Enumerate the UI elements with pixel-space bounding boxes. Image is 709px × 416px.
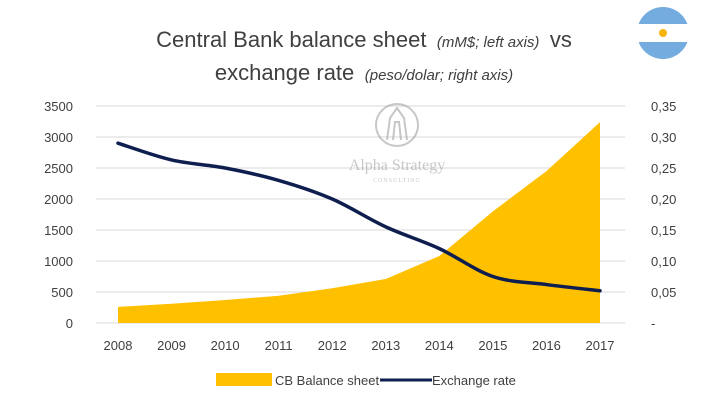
legend-area-label: CB Balance sheet: [275, 373, 379, 388]
legend: CB Balance sheet Exchange rate: [216, 373, 516, 388]
right-tick-label: 0,20: [651, 192, 676, 207]
x-tick-label: 2014: [425, 338, 454, 353]
x-tick-label: 2013: [371, 338, 400, 353]
left-tick-label: 3500: [44, 99, 73, 114]
left-tick-label: 1500: [44, 223, 73, 238]
right-axis: - 0,05 0,10 0,15 0,20 0,25 0,30 0,35: [651, 99, 676, 331]
right-tick-label: 0,25: [651, 161, 676, 176]
x-tick-label: 2012: [318, 338, 347, 353]
left-tick-label: 2000: [44, 192, 73, 207]
chart-title-line2-row: exchange rate (peso/dolar; right axis): [215, 60, 513, 85]
exchange-rate-line: [116, 141, 602, 293]
x-tick-label: 2015: [478, 338, 507, 353]
left-tick-label: 1000: [44, 254, 73, 269]
x-tick-label: 2009: [157, 338, 186, 353]
legend-area-swatch: [216, 373, 272, 386]
sun-icon: [659, 29, 667, 37]
x-tick-label: 2017: [586, 338, 615, 353]
chart-title-line2: exchange rate: [215, 60, 354, 85]
right-tick-label: -: [651, 316, 655, 331]
chart-title-joiner: vs: [550, 27, 572, 52]
chart-title-main: Central Bank balance sheet: [156, 27, 426, 52]
chart-title-line1: Central Bank balance sheet (mM$; left ax…: [156, 27, 572, 52]
x-tick-label: 2011: [265, 338, 293, 353]
x-tick-label: 2016: [532, 338, 561, 353]
argentina-flag: [637, 7, 689, 59]
alpha-strategy-watermark: Alpha Strategy CONSULTING: [349, 103, 445, 184]
chart-title-right-note: (peso/dolar; right axis): [365, 67, 513, 84]
legend-line-label: Exchange rate: [432, 373, 516, 388]
lion-logo-icon: [375, 103, 419, 147]
cb-balance-sheet-area: [118, 122, 600, 324]
line-series-layer: [116, 141, 602, 293]
watermark-line2: CONSULTING: [373, 178, 421, 184]
left-tick-label: 0: [66, 316, 73, 331]
right-tick-label: 0,30: [651, 130, 676, 145]
right-tick-label: 0,10: [651, 254, 676, 269]
x-axis: 2008 2009 2010 2011 2012 2013 2014 2015 2016 2017: [104, 338, 615, 353]
x-tick-label: 2008: [104, 338, 133, 353]
area-series-layer: [117, 122, 601, 324]
right-tick-label: 0,15: [651, 223, 676, 238]
left-tick-label: 2500: [44, 161, 73, 176]
left-tick-label: 500: [51, 285, 73, 300]
left-tick-label: 3000: [44, 130, 73, 145]
lion-mane-icon: [386, 106, 408, 141]
x-tick-label: 2010: [211, 338, 240, 353]
chart-title-left-note: (mM$; left axis): [437, 34, 540, 51]
left-axis: 0 500 1000 1500 2000 2500 3000 3500: [44, 99, 73, 331]
right-tick-label: 0,05: [651, 285, 676, 300]
watermark-line1: Alpha Strategy: [349, 157, 445, 174]
right-tick-label: 0,35: [651, 99, 676, 114]
